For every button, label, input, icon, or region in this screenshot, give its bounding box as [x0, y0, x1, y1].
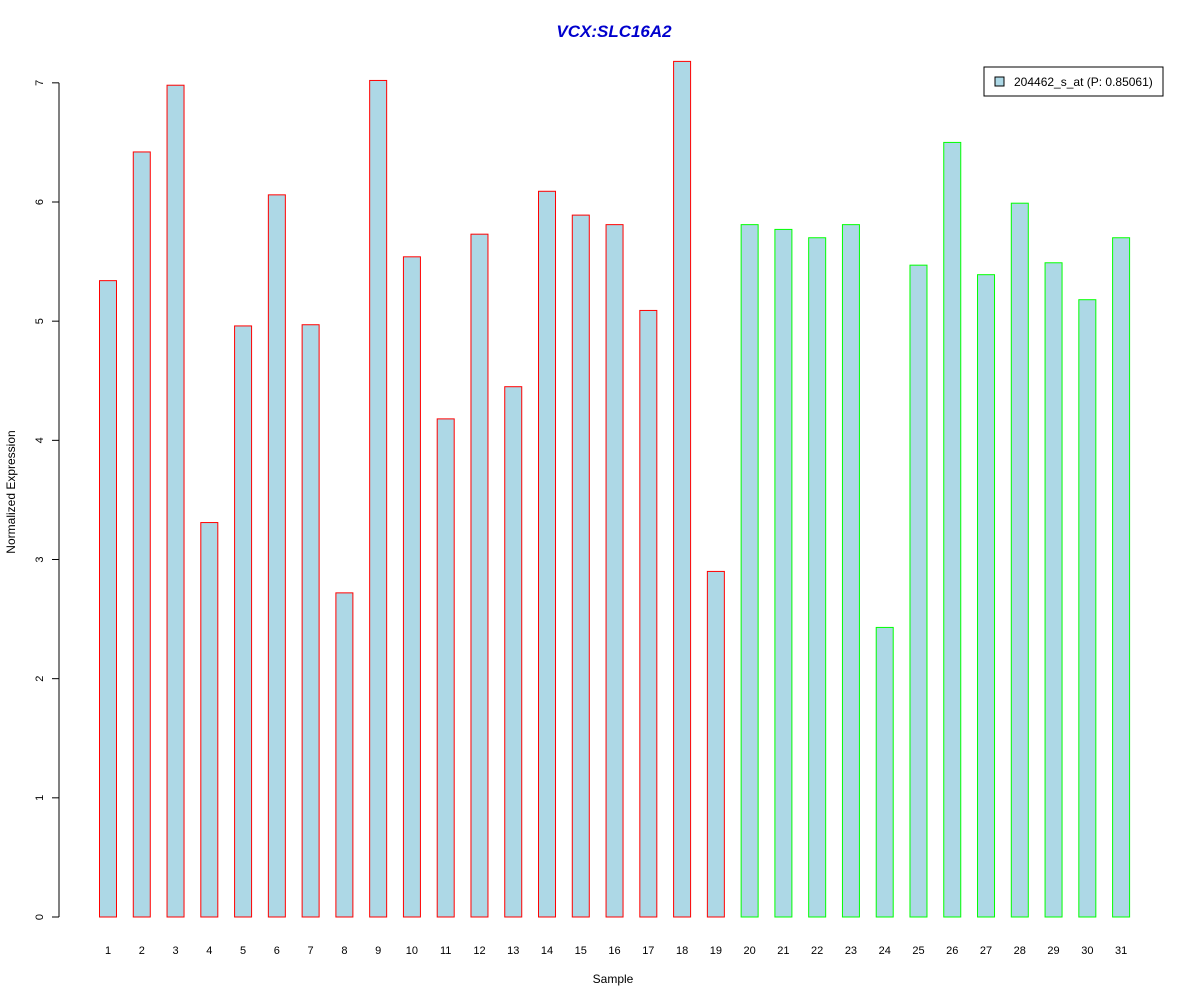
y-tick-label: 5	[34, 318, 46, 324]
bar-sample-12	[470, 233, 489, 918]
x-tick-label: 31	[1115, 945, 1127, 957]
bar-sample-21	[774, 228, 793, 918]
y-tick-label: 0	[34, 914, 46, 920]
x-tick-label: 21	[777, 945, 789, 957]
x-tick-label: 24	[879, 945, 891, 957]
x-axis-title: Sample	[593, 972, 634, 986]
x-tick-label: 18	[676, 945, 688, 957]
y-tick-label: 2	[34, 676, 46, 682]
x-tick-label: 17	[642, 945, 654, 957]
x-tick-label: 11	[440, 945, 451, 957]
y-tick-label: 6	[34, 199, 46, 205]
bar-sample-4	[200, 522, 219, 918]
x-tick-label: 8	[341, 945, 347, 957]
bar-sample-9	[369, 79, 388, 918]
bar-sample-13	[504, 386, 523, 918]
x-tick-label: 14	[541, 945, 553, 957]
bar-sample-11	[436, 418, 455, 918]
legend: 204462_s_at (P: 0.85061)	[983, 66, 1164, 97]
legend-swatch	[994, 76, 1005, 87]
bar-sample-6	[267, 194, 286, 918]
x-tick-label: 6	[274, 945, 280, 957]
x-tick-label: 20	[744, 945, 756, 957]
x-tick-label: 12	[473, 945, 485, 957]
x-tick-label: 28	[1014, 945, 1026, 957]
bar-sample-10	[402, 256, 421, 918]
x-tick-label: 27	[980, 945, 992, 957]
bar-sample-15	[571, 214, 590, 918]
y-tick-label: 4	[34, 437, 46, 443]
bar-sample-27	[977, 274, 996, 918]
bar-sample-24	[875, 626, 894, 918]
y-axis-title: Normalized Expression	[4, 430, 18, 553]
x-tick-label: 1	[105, 945, 111, 957]
y-tick-label: 1	[34, 795, 46, 801]
bar-sample-26	[943, 141, 962, 918]
y-tick-label: 3	[34, 556, 46, 562]
x-tick-label: 25	[912, 945, 924, 957]
x-tick-label: 23	[845, 945, 857, 957]
x-tick-label: 16	[608, 945, 620, 957]
chart-title: VCX:SLC16A2	[556, 22, 672, 41]
bar-sample-18	[673, 60, 692, 918]
x-tick-label: 4	[206, 945, 212, 957]
legend-label: 204462_s_at (P: 0.85061)	[1014, 75, 1153, 89]
bar-sample-2	[132, 151, 151, 918]
bar-sample-14	[538, 190, 557, 918]
bar-sample-30	[1078, 299, 1097, 918]
bar-sample-16	[605, 224, 624, 918]
bar-sample-29	[1044, 262, 1063, 918]
bar-sample-23	[841, 224, 860, 918]
x-tick-label: 5	[240, 945, 246, 957]
x-tick-label: 15	[575, 945, 587, 957]
bar-sample-17	[639, 309, 658, 918]
legend-box	[983, 66, 1164, 97]
x-tick-label: 22	[811, 945, 823, 957]
x-tick-label: 3	[172, 945, 178, 957]
bar-sample-25	[909, 264, 928, 918]
x-tick-label: 29	[1047, 945, 1059, 957]
bar-sample-7	[301, 324, 320, 918]
x-tick-label: 2	[139, 945, 145, 957]
bars	[99, 60, 1131, 918]
y-tick-label: 7	[34, 80, 46, 86]
bar-sample-5	[234, 325, 253, 918]
x-tick-labels: 1 2 3 4 5 6 7 8 9 10 11 12 13 14 15 16 17 18 19 20 21 22 23 24 2…	[105, 945, 1127, 957]
bar-sample-8	[335, 592, 354, 918]
x-tick-label: 26	[946, 945, 958, 957]
bar-sample-20	[740, 224, 759, 918]
y-axis: 0 1 2 3 4 5 6 7	[34, 80, 60, 920]
x-tick-label: 19	[710, 945, 722, 957]
bar-sample-19	[706, 570, 725, 918]
bar-sample-1	[99, 280, 117, 918]
bar-sample-3	[166, 84, 185, 918]
x-tick-label: 10	[406, 945, 418, 957]
bar-sample-28	[1010, 202, 1029, 918]
x-tick-label: 13	[507, 945, 519, 957]
x-tick-label: 7	[308, 945, 314, 957]
x-tick-label: 9	[375, 945, 381, 957]
x-tick-label: 30	[1081, 945, 1093, 957]
bar-sample-22	[808, 237, 827, 918]
bar-sample-31	[1112, 237, 1131, 918]
